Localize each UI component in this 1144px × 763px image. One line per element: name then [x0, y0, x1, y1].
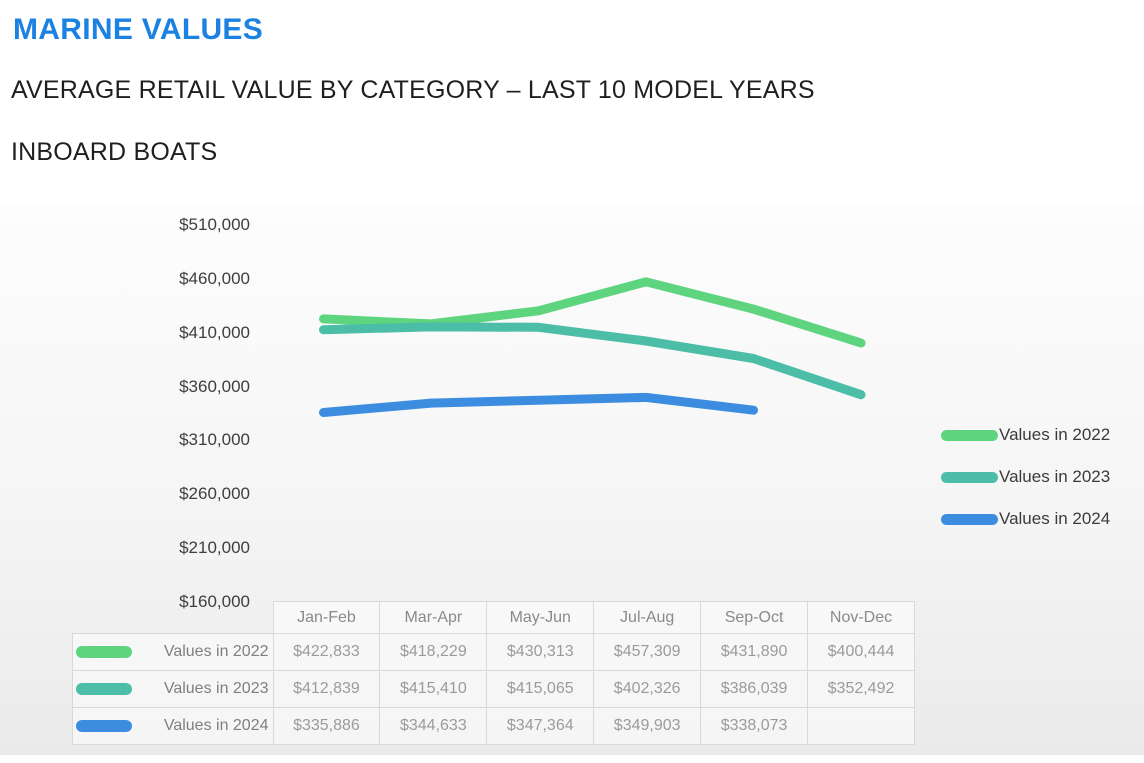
value-cell: $457,309 — [593, 633, 702, 671]
page-title: MARINE VALUES — [13, 13, 264, 46]
value-cell: $386,039 — [700, 670, 809, 708]
table-column-header: Mar-Apr — [379, 601, 488, 634]
value-cell: $344,633 — [379, 707, 488, 745]
line-chart — [319, 277, 866, 417]
legend-marker-icon — [941, 429, 998, 441]
table-corner-blank — [73, 602, 274, 634]
y-axis-tick-label: $310,000 — [179, 430, 250, 450]
table-body: Values in 2022 $422,833 $418,229 $430,313 $4… — [72, 633, 915, 745]
y-axis-tick-label: $360,000 — [179, 376, 250, 396]
legend-marker-icon — [941, 471, 998, 483]
category-title: INBOARD BOATS — [11, 138, 218, 166]
table-header-row: Jan-Feb Mar-Apr May-Jun Jul-Aug Sep-Oct Nov-D… — [73, 601, 915, 634]
value-cell: $422,833 — [272, 633, 381, 671]
legend-label: Values in 2022 — [999, 425, 1111, 444]
value-cell: $415,065 — [486, 670, 595, 708]
series-line-values-in-2023 — [319, 322, 866, 400]
row-label-cell: Values in 2022 — [72, 633, 274, 671]
y-axis-tick-label: $260,000 — [179, 484, 250, 504]
legend-label: Values in 2023 — [999, 467, 1111, 486]
table-column-header: Sep-Oct — [700, 601, 809, 634]
row-label-cell: Values in 2024 — [72, 707, 274, 745]
y-axis-tick-label: $460,000 — [179, 268, 250, 288]
row-label: Values in 2022 — [163, 643, 269, 660]
row-label: Values in 2023 — [163, 680, 269, 697]
value-cell: $430,313 — [486, 633, 595, 671]
table-header: Jan-Feb Mar-Apr May-Jun Jul-Aug Sep-Oct Nov-D… — [73, 601, 915, 634]
row-label-cell: Values in 2023 — [72, 670, 274, 708]
value-cell: $400,444 — [807, 633, 915, 671]
chart-data-table: Jan-Feb Mar-Apr May-Jun Jul-Aug Sep-Oct Nov-D… — [72, 601, 915, 745]
value-cell: $415,410 — [379, 670, 488, 708]
legend-label: Values in 2024 — [999, 509, 1111, 528]
legend-item: Values in 2023 — [941, 466, 1110, 488]
table-column-header: Nov-Dec — [807, 601, 915, 634]
chart-panel: $510,000 $460,000 $410,000 $360,000 $310,000… — [0, 205, 1144, 755]
value-cell: $352,492 — [807, 670, 915, 708]
table-column-header: Jan-Feb — [272, 601, 381, 634]
y-axis-tick-label: $510,000 — [179, 215, 250, 234]
legend-marker-icon — [941, 513, 998, 525]
value-cell: $402,326 — [593, 670, 702, 708]
row-label: Values in 2024 — [163, 717, 269, 734]
row-legend-marker-icon — [76, 683, 132, 695]
value-cell: $418,229 — [379, 633, 488, 671]
table-row: Values in 2023 $412,839 $415,410 $415,065 $4… — [72, 670, 915, 708]
value-cell: $431,890 — [700, 633, 809, 671]
legend-item: Values in 2022 — [941, 424, 1110, 446]
table-column-header: Jul-Aug — [593, 601, 702, 634]
y-axis-tick-label: $410,000 — [179, 322, 250, 342]
table-column-header: May-Jun — [486, 601, 595, 634]
series-line-values-in-2024 — [319, 392, 758, 417]
y-axis-tick-label: $210,000 — [179, 538, 250, 558]
value-cell: $349,903 — [593, 707, 702, 745]
value-cell — [807, 707, 915, 745]
value-cell: $412,839 — [272, 670, 381, 708]
table-row: Values in 2022 $422,833 $418,229 $430,313 $4… — [72, 633, 915, 671]
y-axis-tick-label: $160,000 — [179, 592, 250, 611]
table-row: Values in 2024 $335,886 $344,633 $347,364 $3… — [72, 707, 915, 745]
legend-item: Values in 2024 — [941, 508, 1110, 530]
value-cell: $338,073 — [700, 707, 809, 745]
row-legend-marker-icon — [76, 720, 132, 732]
value-cell: $335,886 — [272, 707, 381, 745]
page-subtitle: AVERAGE RETAIL VALUE BY CATEGORY – LAST … — [11, 76, 815, 104]
row-legend-marker-icon — [76, 646, 132, 658]
value-cell: $347,364 — [486, 707, 595, 745]
